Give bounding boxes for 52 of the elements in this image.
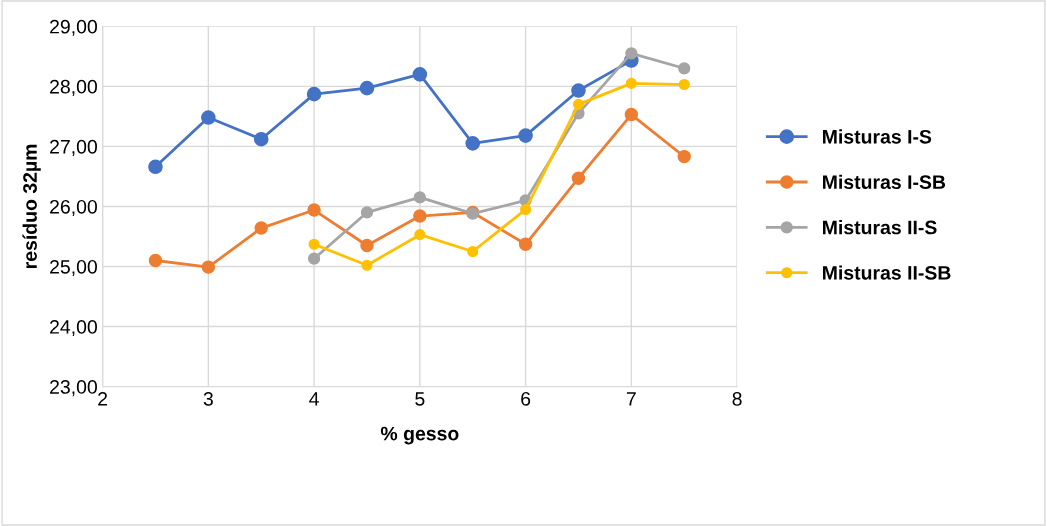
point xyxy=(360,206,374,219)
x-tick-label: 3 xyxy=(203,391,213,406)
x-tick-label: 2 xyxy=(98,391,108,406)
y-tick-label: 27,00 xyxy=(50,139,97,156)
point xyxy=(624,107,639,122)
point xyxy=(518,237,533,252)
point xyxy=(306,86,322,102)
y-tick-label: 25,00 xyxy=(50,259,97,277)
point xyxy=(201,110,216,125)
point xyxy=(625,77,637,89)
x-tick-label: 5 xyxy=(415,392,425,406)
legend-label: Misturas I-SB xyxy=(823,174,946,189)
point xyxy=(467,245,479,258)
point xyxy=(572,98,585,110)
x-tick-label: 4 xyxy=(309,392,319,406)
point xyxy=(412,67,428,82)
point xyxy=(414,229,426,241)
y-axis-title: resíduo 32µm xyxy=(22,144,41,269)
point xyxy=(359,80,375,96)
y-tick-label: 28,00 xyxy=(50,79,97,96)
point xyxy=(518,128,533,143)
legend-label: Misturas I-S xyxy=(823,129,932,144)
x-axis-title: % gesso xyxy=(380,426,459,445)
y-tick-label: 29,00 xyxy=(50,19,97,36)
point xyxy=(361,259,373,271)
point xyxy=(148,159,163,175)
point xyxy=(307,203,321,217)
legend-label: Misturas II-SB xyxy=(823,265,951,280)
point xyxy=(571,171,586,185)
point xyxy=(148,253,163,268)
y-tick-label: 23,00 xyxy=(50,380,97,397)
point xyxy=(678,78,690,91)
point xyxy=(307,252,321,265)
point xyxy=(253,131,269,147)
point xyxy=(520,203,532,216)
point xyxy=(571,83,586,98)
point xyxy=(678,62,691,75)
point xyxy=(308,238,320,250)
point xyxy=(201,260,216,274)
x-tick-label: 8 xyxy=(732,391,742,406)
x-tick-label: 6 xyxy=(521,391,531,406)
point xyxy=(360,238,374,253)
legend-label: Misturas II-S xyxy=(823,220,937,235)
point xyxy=(254,221,268,235)
point xyxy=(677,149,691,164)
y-tick-label: 26,00 xyxy=(50,199,97,216)
point xyxy=(465,136,481,151)
point xyxy=(413,191,426,204)
point xyxy=(625,47,638,60)
point xyxy=(413,209,427,223)
x-tick-label: 7 xyxy=(626,392,636,406)
y-tick-label: 24,00 xyxy=(50,320,97,337)
